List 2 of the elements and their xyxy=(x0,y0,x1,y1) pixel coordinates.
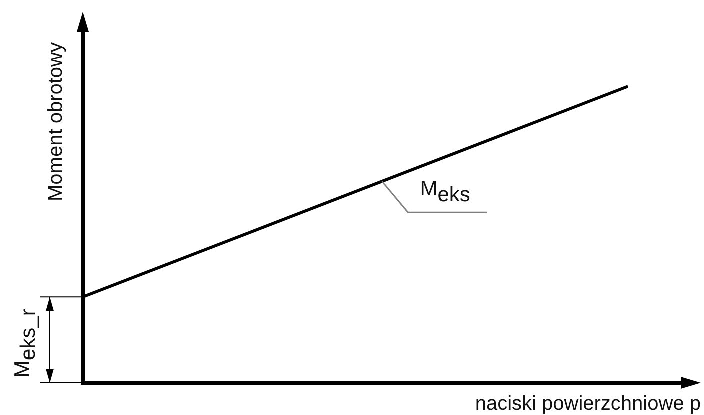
x-axis-title: naciski powierzchniowe p xyxy=(475,393,701,415)
y-axis-title: Moment obrotowy xyxy=(45,42,67,202)
